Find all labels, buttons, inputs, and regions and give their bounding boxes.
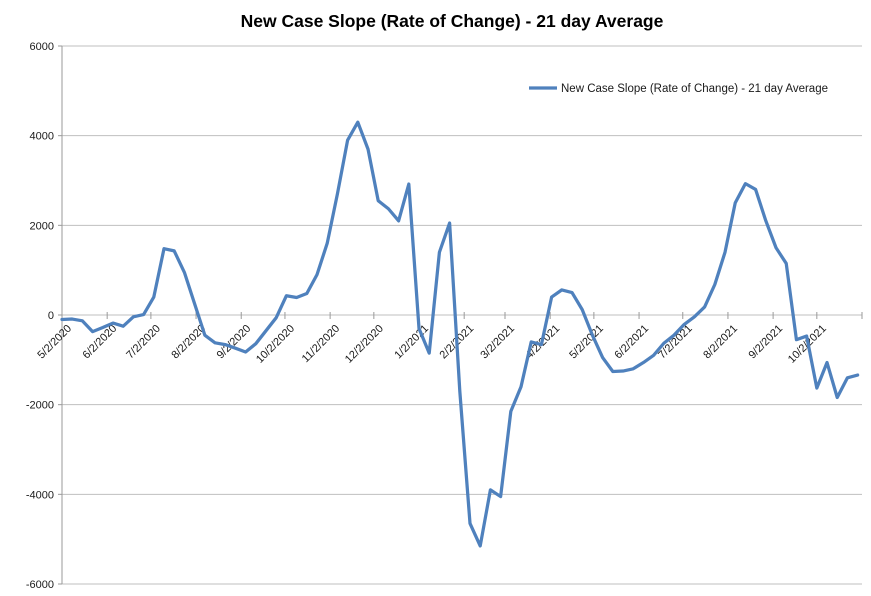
y-tick-label: -4000: [26, 489, 54, 501]
y-tick-label: 6000: [30, 41, 54, 53]
axes: [58, 45, 863, 585]
series-line-new-case-slope: [60, 120, 860, 548]
x-tick-label: 9/2/2021: [746, 323, 785, 362]
y-tick-label: 4000: [30, 131, 54, 143]
x-tick-label: 10/2/2020: [254, 323, 297, 366]
chart-title: New Case Slope (Rate of Change) - 21 day…: [241, 11, 664, 31]
legend-label: New Case Slope (Rate of Change) - 21 day…: [561, 83, 828, 95]
x-tick-label: 7/2/2020: [124, 323, 163, 362]
y-tick-label: 2000: [30, 220, 54, 232]
x-tick-label: 9/2/2020: [215, 323, 254, 362]
y-tick-label: -2000: [26, 400, 54, 412]
y-tick-label: 0: [48, 310, 54, 322]
x-tick-label: 6/2/2021: [612, 323, 651, 362]
y-axis-labels: 6000 4000 2000 0 -2000 -4000 -6000: [26, 41, 54, 591]
x-tick-label: 11/2/2020: [300, 323, 343, 366]
y-tick-label: -6000: [26, 579, 54, 591]
x-tick-label: 3/2/2021: [478, 323, 517, 362]
x-tick-label: 12/2/2020: [343, 323, 386, 366]
x-tick-label: 8/2/2021: [701, 323, 740, 362]
x-tick-label: 7/2/2021: [656, 323, 695, 362]
legend: New Case Slope (Rate of Change) - 21 day…: [529, 83, 828, 95]
gridlines: [62, 45, 862, 585]
x-tick-label: 5/2/2020: [35, 323, 74, 362]
